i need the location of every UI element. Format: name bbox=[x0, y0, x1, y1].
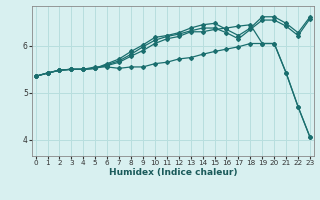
X-axis label: Humidex (Indice chaleur): Humidex (Indice chaleur) bbox=[108, 168, 237, 177]
